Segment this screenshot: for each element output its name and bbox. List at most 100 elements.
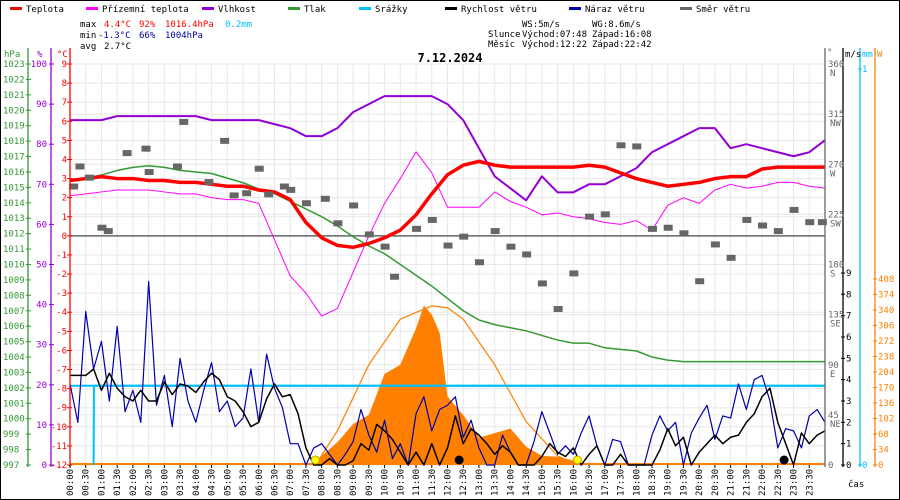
- wind-direction-point: [817, 219, 827, 226]
- legend-item: Teplota: [26, 5, 64, 15]
- wind-direction-point: [553, 306, 563, 313]
- pressure-tick-label: 998: [3, 446, 19, 456]
- direction-compass-label: NW: [830, 119, 841, 129]
- solar-unit: W: [877, 50, 883, 60]
- direction-tick-label: 180: [828, 261, 844, 271]
- direction-tick-label: 45: [828, 411, 839, 421]
- wind-direction-point: [412, 225, 422, 232]
- stat-min-hum: 66%: [139, 31, 156, 41]
- series-vlhkost: [70, 95, 826, 202]
- x-tick-label: 19:30: [679, 469, 689, 496]
- wind-direction-point: [220, 137, 230, 144]
- wind-tick-label: 4: [846, 376, 851, 386]
- wind-direction-point: [758, 222, 768, 229]
- humidity-tick-label: 40: [36, 301, 47, 311]
- direction-unit: °: [827, 48, 832, 58]
- pressure-tick-label: 1011: [3, 245, 25, 255]
- solar-tick-label: 340: [878, 306, 894, 316]
- humidity-tick-label: 50: [36, 261, 47, 271]
- legend-item: Vlhkost: [218, 5, 256, 15]
- pressure-tick-label: 1019: [3, 122, 25, 132]
- series-rychlost-v-tru: [70, 368, 826, 466]
- x-tick-label: 11:30: [428, 469, 438, 496]
- lines-layer: [69, 95, 826, 466]
- wind-direction-point: [474, 259, 484, 266]
- legend-item: Náraz větru: [585, 5, 645, 15]
- wind-direction-point: [69, 183, 79, 190]
- wind-direction-point: [773, 228, 783, 235]
- stat-avg-temp: 2.7°C: [104, 42, 131, 52]
- wind-direction-point: [301, 200, 311, 207]
- pressure-tick-label: 1003: [3, 368, 25, 378]
- pressure-unit: hPa: [4, 50, 20, 60]
- direction-tick-label: 135: [828, 311, 844, 321]
- stat-max-hum: 92%: [139, 20, 156, 30]
- wind-direction-point: [380, 243, 390, 250]
- x-tick-label: 16:00: [569, 469, 579, 496]
- direction-compass-label: NE: [830, 420, 841, 430]
- x-tick-label: 00:30: [82, 469, 92, 496]
- humidity-tick-label: 30: [36, 341, 47, 351]
- temperature-tick-label: 3: [62, 175, 67, 185]
- stat-min-label: min: [80, 31, 96, 41]
- x-tick-label: 10:30: [396, 469, 406, 496]
- sun-set: Západ:16:08: [592, 30, 652, 40]
- x-tick-label: 02:00: [129, 469, 139, 496]
- sunset-marker: [572, 455, 582, 465]
- wind-direction-point: [616, 142, 626, 149]
- temperature-tick-label: 2: [62, 194, 67, 204]
- x-tick-label: 14:30: [522, 469, 532, 496]
- wind-direction-point: [647, 225, 657, 232]
- wind-direction-point: [179, 118, 189, 125]
- wind-direction-point: [144, 169, 154, 176]
- x-tick-label: 11:00: [412, 469, 422, 496]
- wind-direction-point: [490, 228, 500, 235]
- stat-wg: WG:8.6m/s: [592, 20, 641, 30]
- solar-radiation-area: [315, 305, 579, 465]
- direction-tick-label: 315: [828, 110, 844, 120]
- wind-direction-point: [506, 243, 516, 250]
- humidity-tick-label: 20: [36, 381, 47, 391]
- direction-tick-label: 270: [828, 160, 844, 170]
- x-tick-label: 00:00: [66, 469, 76, 496]
- pressure-tick-label: 1006: [3, 322, 25, 332]
- pressure-tick-label: 1020: [3, 106, 25, 116]
- solar-tick-label: 102: [878, 415, 894, 425]
- x-tick-label: 04:00: [192, 469, 202, 496]
- stat-avg-label: avg: [80, 42, 96, 52]
- wind-direction-point: [679, 230, 689, 237]
- x-tick-label: 04:30: [208, 469, 218, 496]
- stat-max-rain: 0.2mm: [225, 20, 252, 30]
- wind-direction-point: [229, 192, 239, 199]
- wind-direction-point: [695, 278, 705, 285]
- x-tick-label: 12:00: [444, 469, 454, 496]
- temperature-tick-label: -7: [56, 366, 67, 376]
- moon-set: Západ:22:42: [592, 40, 652, 50]
- wind-direction-point: [254, 165, 264, 172]
- x-tick-label: 23:30: [805, 469, 815, 496]
- series-p-zemn-teplota: [69, 151, 826, 317]
- temperature-tick-label: -10: [51, 423, 67, 433]
- wind-tick-label: 0: [846, 461, 851, 471]
- temperature-tick-label: -12: [51, 461, 67, 471]
- wind-direction-point: [84, 174, 94, 181]
- temperature-tick-label: -2: [56, 270, 67, 280]
- wind-tick-label: 6: [846, 333, 851, 343]
- temperature-tick-label: 7: [62, 98, 67, 108]
- wind-direction-point: [286, 186, 296, 193]
- humidity-tick-label: 100: [31, 60, 47, 70]
- chart-title: 7.12.2024: [417, 51, 482, 65]
- pressure-tick-label: 1012: [3, 230, 25, 240]
- wind-direction-point: [75, 163, 85, 170]
- x-tick-label: 02:30: [145, 469, 155, 496]
- wind-direction-point: [569, 270, 579, 277]
- x-tick-label: 03:30: [176, 469, 186, 496]
- moon-label: Měsíc: [488, 40, 515, 50]
- x-tick-label: 18:00: [632, 469, 642, 496]
- direction-tick-label: 225: [828, 210, 844, 220]
- pressure-tick-label: 1018: [3, 137, 25, 147]
- wind-direction-point: [103, 228, 113, 235]
- x-tick-label: 08:30: [333, 469, 343, 496]
- stat-max-label: max: [80, 20, 97, 30]
